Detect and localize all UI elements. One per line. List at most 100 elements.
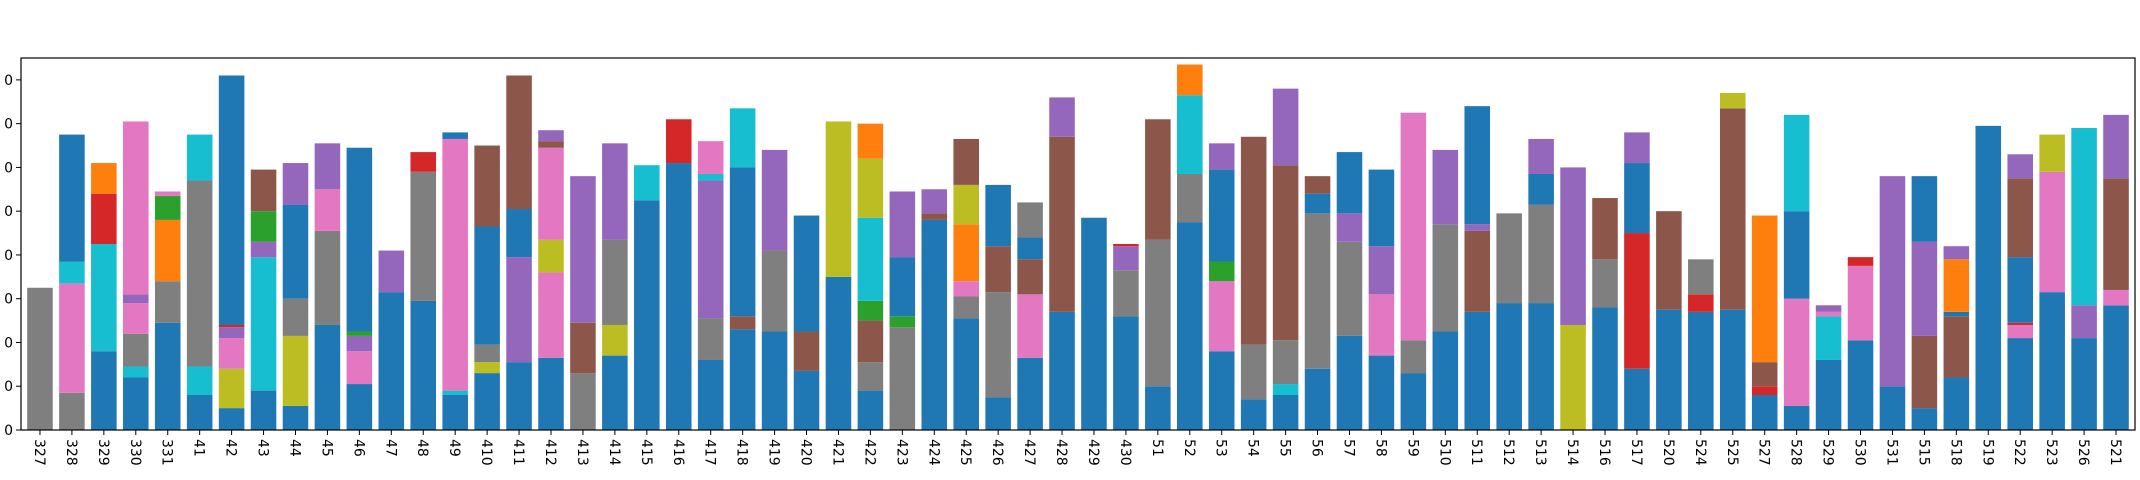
bar-segment-428-2 — [1049, 97, 1075, 137]
bar-segment-510-2 — [1432, 149, 1459, 225]
bar-segment-422-2 — [857, 320, 884, 363]
bar-segment-524-0 — [1688, 311, 1714, 430]
x-tick-label-519: 519 — [1979, 439, 1995, 466]
bar-segment-53-0 — [1208, 351, 1235, 430]
x-tick-label-520: 520 — [1660, 439, 1676, 466]
bar-segment-430-0 — [1113, 316, 1139, 430]
bar-segment-48-2 — [410, 152, 437, 172]
x-tick-label-429: 429 — [1085, 439, 1101, 466]
bar-segment-510-0 — [1432, 331, 1459, 430]
bar-segment-412-5 — [538, 130, 564, 142]
x-tick-label-51: 51 — [1149, 439, 1165, 457]
bar-segment-514-0 — [1560, 324, 1586, 430]
bar-segment-52-2 — [1177, 95, 1203, 174]
y-tick-label: 0 — [4, 379, 13, 395]
bar-segment-44-3 — [282, 204, 309, 299]
bar-segment-425-5 — [953, 138, 979, 185]
x-tick-label-524: 524 — [1692, 439, 1708, 466]
bar-segment-46-0 — [346, 384, 373, 430]
bar-segment-518-3 — [1943, 259, 1970, 312]
bar-segment-515-0 — [1911, 408, 1938, 430]
bar-segment-52-0 — [1177, 222, 1203, 430]
bar-segment-331-0 — [154, 322, 181, 430]
x-tick-label-427: 427 — [1021, 439, 1037, 466]
bar-segment-511-2 — [1464, 224, 1491, 231]
x-tick-label-53: 53 — [1213, 439, 1229, 457]
bar-segment-53-1 — [1208, 281, 1235, 352]
bar-segment-410-0 — [474, 373, 500, 430]
bar-segment-427-1 — [1017, 294, 1043, 358]
bar-segment-56-1 — [1304, 213, 1331, 369]
x-tick-label-58: 58 — [1372, 439, 1388, 457]
x-tick-label-411: 411 — [510, 439, 526, 466]
bar-segment-330-3 — [123, 303, 149, 334]
bar-segment-511-3 — [1464, 106, 1491, 225]
bar-segment-55-2 — [1272, 340, 1299, 385]
x-tick-label-426: 426 — [989, 439, 1005, 466]
bar-segment-422-0 — [857, 390, 884, 430]
x-tick-label-515: 515 — [1915, 439, 1931, 466]
bar-segment-51-2 — [1145, 119, 1171, 240]
bar-segment-42-4 — [218, 324, 245, 328]
bar-segment-51-1 — [1145, 239, 1171, 387]
bar-segment-529-3 — [1815, 305, 1842, 312]
x-tick-label-526: 526 — [2075, 439, 2091, 466]
bar-segment-528-3 — [1783, 114, 1810, 212]
x-tick-label-412: 412 — [542, 439, 558, 466]
x-tick-label-55: 55 — [1277, 439, 1293, 457]
x-tick-label-516: 516 — [1596, 439, 1612, 466]
bar-segment-421-0 — [825, 276, 852, 430]
x-axis: 327 328 329 330 331 41 42 43 44 45 46 47 48 49 410 411 4… — [31, 430, 2123, 466]
bar-segment-328-1 — [59, 283, 85, 393]
bar-segment-57-2 — [1336, 213, 1363, 242]
bar-segment-531-0 — [1879, 386, 1906, 430]
bar-segment-412-2 — [538, 239, 564, 273]
bar-segment-51-0 — [1145, 386, 1171, 430]
bar-segment-46-2 — [346, 335, 373, 352]
bar-segment-422-1 — [857, 362, 884, 391]
bar-segment-413-2 — [570, 176, 596, 323]
x-tick-label-45: 45 — [318, 439, 334, 457]
bar-segment-59-1 — [1400, 340, 1427, 374]
bar-segment-413-1 — [570, 322, 596, 374]
y-tick-label: 0 — [4, 73, 13, 89]
bar-segment-520-0 — [1656, 309, 1682, 430]
bar-segment-58-4 — [1368, 169, 1395, 247]
bar-segment-524-1 — [1688, 294, 1714, 312]
y-tick-label: 0 — [4, 117, 13, 133]
bar-segment-46-4 — [346, 147, 373, 332]
bar-segment-329-3 — [91, 163, 117, 194]
bar-segment-422-3 — [857, 300, 884, 321]
x-tick-label-414: 414 — [606, 439, 622, 466]
bar-segment-414-3 — [602, 143, 628, 240]
bar-segment-517-0 — [1624, 368, 1650, 430]
bar-segment-42-2 — [218, 338, 245, 369]
x-tick-label-529: 529 — [1820, 439, 1836, 466]
bar-segment-528-1 — [1783, 298, 1810, 406]
bar-segment-56-3 — [1304, 176, 1331, 194]
x-tick-label-57: 57 — [1340, 439, 1356, 457]
bar-segment-413-0 — [570, 373, 596, 430]
x-tick-label-49: 49 — [446, 439, 462, 457]
bar-segment-411-3 — [506, 75, 532, 209]
bar-segment-45-3 — [314, 143, 341, 190]
bar-segment-530-1 — [1847, 265, 1874, 341]
bar-segment-412-4 — [538, 141, 564, 148]
bar-segment-511-0 — [1464, 311, 1491, 430]
bar-segment-522-2 — [2007, 322, 2033, 325]
x-tick-label-41: 41 — [191, 439, 207, 457]
bar-segment-415-1 — [634, 165, 660, 201]
bar-segment-522-1 — [2007, 324, 2033, 339]
bar-segment-43-1 — [250, 257, 277, 391]
bar-segment-417-0 — [697, 359, 724, 430]
bar-segment-420-1 — [793, 331, 820, 371]
bar-segment-426-2 — [985, 246, 1011, 293]
bar-segment-522-3 — [2007, 257, 2033, 323]
bar-segment-47-0 — [378, 292, 405, 430]
bar-segment-410-2 — [474, 344, 500, 363]
bar-segment-412-3 — [538, 147, 564, 240]
bar-segment-329-0 — [91, 351, 117, 430]
bar-segment-528-2 — [1783, 211, 1810, 299]
bar-segment-328-3 — [59, 134, 85, 262]
